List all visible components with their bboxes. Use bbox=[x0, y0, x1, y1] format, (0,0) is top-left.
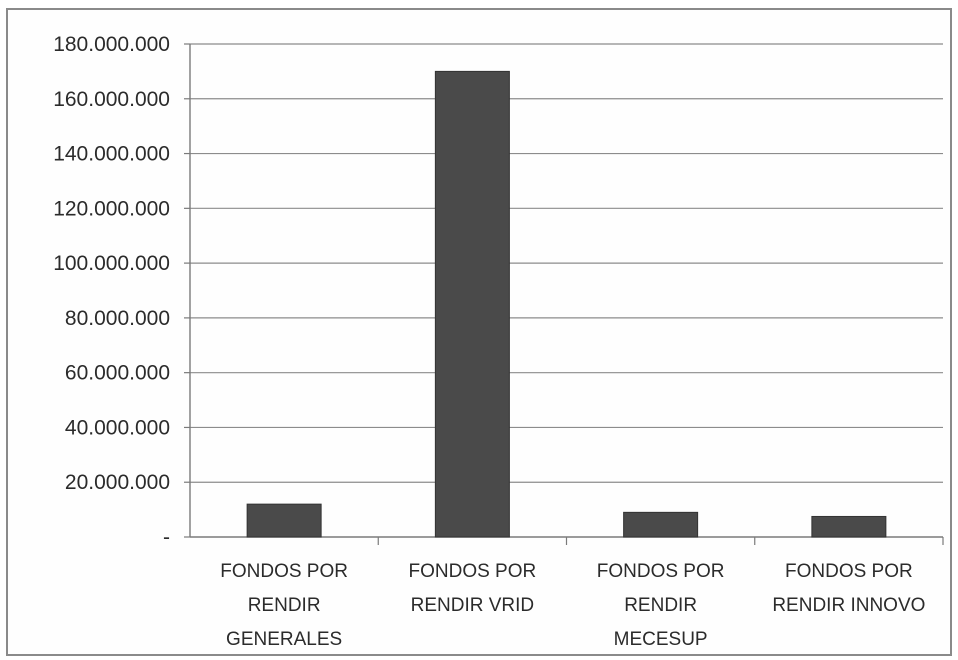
y-tick-label: 60.000.000 bbox=[65, 362, 170, 385]
y-tick-label: 80.000.000 bbox=[65, 307, 170, 330]
x-category-labels: FONDOS POR RENDIR GENERALES FONDOS POR RENDI… bbox=[220, 561, 925, 650]
y-tick-label: 180.000.000 bbox=[53, 33, 170, 56]
y-tick-label: 120.000.000 bbox=[53, 197, 170, 220]
y-tick-labels: - 20.000.000 40.000.000 60.000.000 80.000.00… bbox=[53, 33, 170, 549]
bar bbox=[623, 511, 699, 538]
axes bbox=[184, 43, 944, 545]
y-tick-label: 140.000.000 bbox=[53, 143, 170, 166]
gridlines bbox=[190, 43, 943, 483]
y-tick-label: - bbox=[163, 526, 170, 549]
x-category-label: FONDOS POR RENDIR VRID bbox=[409, 561, 537, 616]
y-tick-label: 100.000.000 bbox=[53, 252, 170, 275]
bar bbox=[246, 503, 322, 538]
x-category-label: FONDOS POR RENDIR INNOVO bbox=[772, 561, 925, 616]
x-category-label: FONDOS POR RENDIR MECESUP bbox=[597, 561, 725, 650]
y-tick-label: 160.000.000 bbox=[53, 88, 170, 111]
bar bbox=[811, 515, 887, 538]
y-tick-label: 20.000.000 bbox=[65, 471, 170, 494]
bars bbox=[246, 70, 887, 538]
x-category-label: FONDOS POR RENDIR GENERALES bbox=[220, 561, 348, 650]
bar bbox=[434, 70, 510, 538]
y-tick-label: 40.000.000 bbox=[65, 416, 170, 439]
